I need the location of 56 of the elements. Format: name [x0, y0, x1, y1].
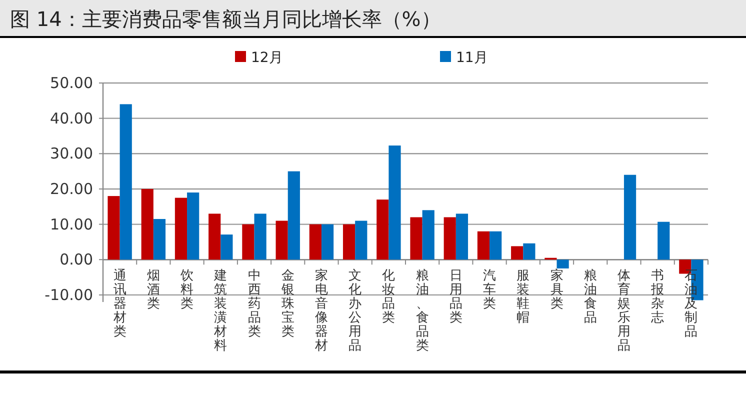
y-tick-label: -10.00: [44, 286, 93, 304]
y-tick-label: 10.00: [50, 215, 93, 234]
x-tick-label: 汽车类: [483, 268, 496, 312]
bar: [187, 192, 200, 260]
bar: [444, 217, 456, 260]
x-tick-label: 文化办公用品: [348, 268, 362, 354]
x-tick-label: 金银珠宝类: [280, 268, 294, 340]
bar: [523, 243, 536, 260]
x-tick-label: 通讯器材类: [112, 268, 126, 340]
x-tick-label: 饮料类: [180, 268, 194, 312]
bar: [321, 224, 334, 260]
x-tick-label: 家具类: [550, 268, 564, 312]
bar: [456, 214, 468, 260]
bar: [288, 171, 300, 260]
chart-title: 图 14：主要消费品零售额当月同比增长率（%）: [10, 7, 441, 31]
bar: [254, 214, 266, 260]
y-tick-label: 0.00: [60, 250, 93, 269]
legend-label: 11月: [456, 50, 488, 66]
bar: [556, 260, 569, 268]
bar: [388, 146, 401, 260]
y-tick-label: 40.00: [50, 109, 93, 128]
bar: [376, 200, 389, 260]
bar: [477, 231, 490, 260]
bar: [422, 210, 434, 260]
bar: [309, 224, 322, 260]
bar: [120, 104, 132, 260]
bar: [242, 224, 254, 260]
legend-label: 12月: [251, 50, 283, 66]
bar: [342, 224, 356, 260]
x-tick-label: 日用品类: [449, 268, 462, 326]
bar: [276, 220, 288, 260]
x-tick-label: 服装鞋帽: [516, 268, 530, 326]
x-tick-label: 体育娱乐用品: [617, 268, 630, 354]
x-tick-label: 家电音像器材: [314, 268, 328, 354]
bar: [153, 218, 166, 260]
y-tick-label: 50.00: [50, 74, 93, 92]
y-tick-label: 20.00: [50, 180, 93, 198]
bar: [174, 198, 188, 260]
y-tick-label: 30.00: [50, 144, 93, 163]
bar: [355, 220, 368, 260]
x-tick-label: 建筑装潢材料: [213, 268, 228, 354]
x-tick-label: 书报杂志: [650, 268, 664, 326]
x-tick-label: 粮油、食品类: [416, 268, 429, 354]
bar: [511, 246, 524, 260]
bar: [220, 234, 233, 260]
x-tick-label: 化妆品类: [382, 268, 396, 326]
bar: [624, 174, 636, 260]
bar: [141, 188, 154, 260]
x-tick-label: 烟酒类: [146, 268, 160, 312]
x-tick-label: 中西药品类: [248, 268, 261, 340]
bar: [108, 196, 120, 260]
bar: [208, 214, 221, 260]
bar: [490, 231, 502, 260]
bar: [658, 222, 670, 260]
bar: [410, 217, 422, 260]
x-tick-label: 粮油食品: [584, 268, 597, 326]
